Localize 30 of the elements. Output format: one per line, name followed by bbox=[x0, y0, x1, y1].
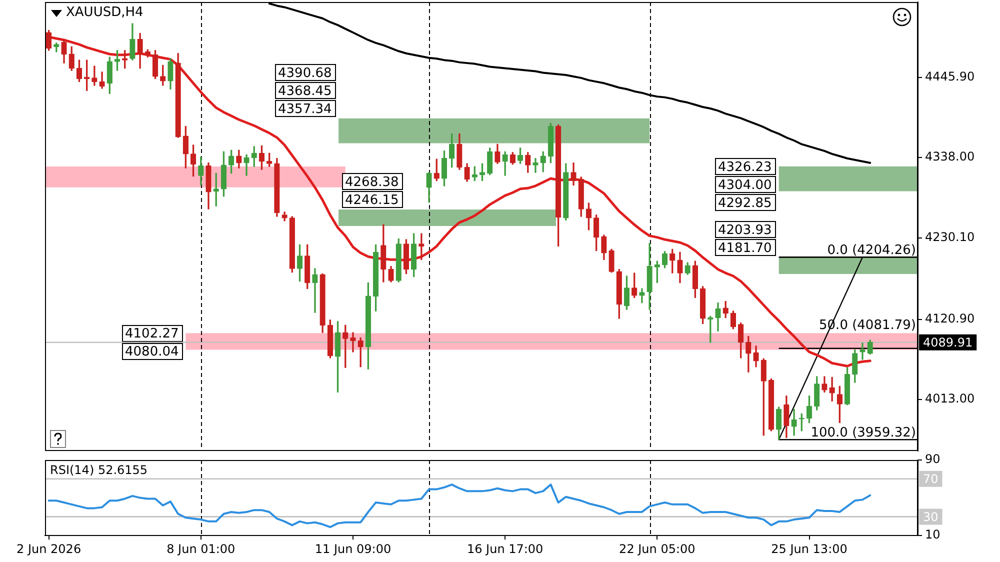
annotation: 4181.70 bbox=[718, 240, 772, 256]
annotation: 4304.00 bbox=[718, 178, 772, 193]
x-tick-label: 25 Jun 13:00 bbox=[771, 542, 848, 556]
annotation: 4246.15 bbox=[345, 192, 399, 208]
y-tick-label: 4445.90 bbox=[925, 69, 975, 84]
annotation: 4357.34 bbox=[278, 102, 332, 117]
ref-line-label: 4089.91 bbox=[923, 335, 973, 350]
annotation: 4203.93 bbox=[718, 222, 772, 238]
annotation: 4292.85 bbox=[718, 196, 772, 211]
annotation: 4080.04 bbox=[125, 344, 179, 360]
annotation: 4326.23 bbox=[718, 160, 772, 175]
ref-line-label: 100.0 (3959.32) bbox=[810, 426, 916, 441]
y-tick-label: 4120.90 bbox=[925, 311, 975, 326]
x-tick-label: 8 Jun 01:00 bbox=[166, 542, 236, 556]
x-tick-label: 2 Jun 2026 bbox=[16, 542, 82, 556]
chart-title: RSI(14) 52.6155 bbox=[50, 463, 148, 478]
ref-line-label: 0.0 (4204.26) bbox=[827, 243, 916, 258]
y-tick-label: 10 bbox=[925, 528, 940, 542]
y-tick-label: 4230.10 bbox=[925, 230, 975, 244]
y-tick-label: 4013.00 bbox=[925, 392, 975, 406]
x-tick-label: 22 Jun 05:00 bbox=[619, 542, 696, 556]
annotation: 4102.27 bbox=[125, 326, 179, 342]
y-tick-label: 4338.00 bbox=[925, 150, 975, 164]
y-tick-label: 90 bbox=[925, 452, 940, 466]
annotation: 4268.38 bbox=[345, 174, 399, 190]
chart-title: XAUUSD,H4 bbox=[66, 5, 144, 20]
annotation: 4390.68 bbox=[278, 66, 332, 81]
x-tick-label: 11 Jun 09:00 bbox=[314, 542, 392, 556]
annotation: 4368.45 bbox=[278, 84, 332, 99]
x-tick-label: 16 Jun 17:00 bbox=[466, 542, 544, 556]
